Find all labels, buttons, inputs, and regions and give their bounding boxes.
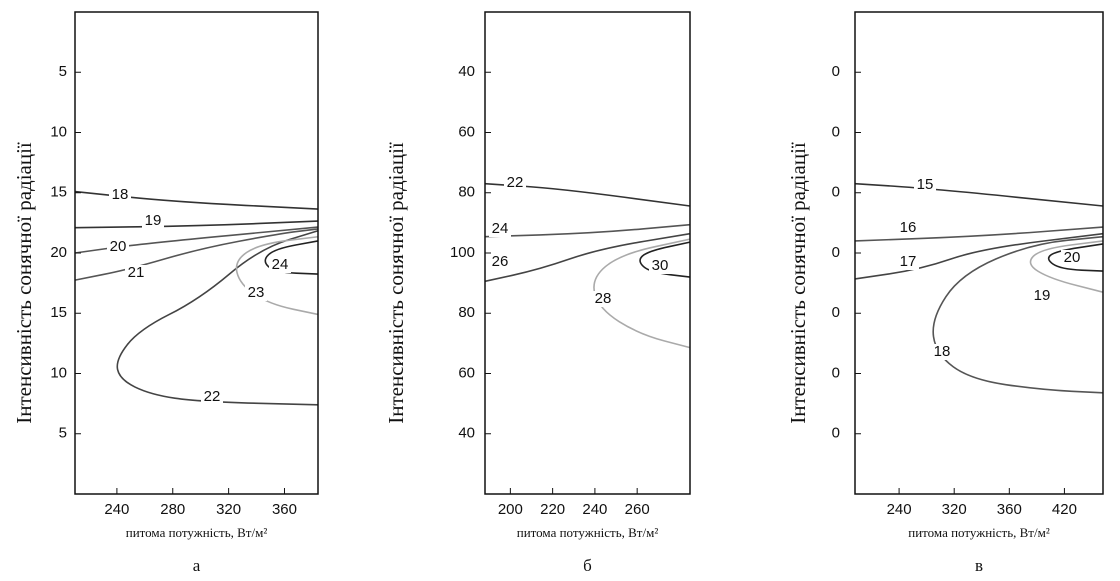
contour-line bbox=[484, 232, 691, 283]
y-tick-label: 0 bbox=[832, 123, 840, 140]
x-tick-label: 360 bbox=[272, 501, 297, 518]
panel-label: б bbox=[583, 556, 592, 575]
contour-line bbox=[1047, 243, 1104, 272]
contour-label: 28 bbox=[595, 290, 612, 307]
contour-label: 24 bbox=[492, 220, 509, 237]
contour-label: 19 bbox=[1034, 287, 1051, 304]
contour-label: 30 bbox=[652, 257, 669, 274]
contour-label: 24 bbox=[272, 256, 289, 273]
contour-label: 26 bbox=[492, 253, 509, 270]
y-tick-label: 0 bbox=[832, 184, 840, 201]
x-tick-label: 260 bbox=[625, 501, 650, 518]
label-bg bbox=[1031, 288, 1053, 304]
y-tick-label: 10 bbox=[50, 123, 67, 140]
x-tick-label: 280 bbox=[160, 501, 185, 518]
label-bg bbox=[504, 175, 526, 191]
x-tick-label: 220 bbox=[540, 501, 565, 518]
x-tick-label: 360 bbox=[997, 501, 1022, 518]
contour-line bbox=[484, 182, 691, 207]
y-axis-title: Інтенсивність сонячної радіації bbox=[786, 142, 810, 424]
y-tick-label: 15 bbox=[50, 184, 67, 201]
label-bg bbox=[489, 221, 511, 237]
y-axis-title: Інтенсивність сонячної радіації bbox=[384, 142, 408, 424]
label-bg bbox=[125, 265, 147, 281]
contour-line bbox=[235, 235, 319, 316]
contour-line bbox=[1029, 240, 1104, 293]
x-axis-title: питома потужність, Вт/м² bbox=[126, 525, 268, 540]
contour-label: 18 bbox=[934, 343, 951, 360]
contour-label: 21 bbox=[128, 264, 145, 281]
x-tick-label: 240 bbox=[104, 501, 129, 518]
y-tick-label: 15 bbox=[50, 304, 67, 321]
contour-label: 22 bbox=[507, 174, 524, 191]
label-bg bbox=[142, 213, 164, 229]
label-bg bbox=[1061, 250, 1083, 266]
panel-label: в bbox=[975, 556, 983, 575]
y-tick-label: 0 bbox=[832, 63, 840, 80]
y-tick-label: 0 bbox=[832, 304, 840, 321]
contour-label: 23 bbox=[248, 284, 265, 301]
contour-label: 20 bbox=[110, 238, 127, 255]
x-axis-title: питома потужність, Вт/м² bbox=[908, 525, 1050, 540]
panel-label: а bbox=[193, 556, 201, 575]
contour-label: 19 bbox=[145, 212, 162, 229]
contour-line bbox=[74, 190, 319, 210]
label-bg bbox=[897, 254, 919, 270]
label-bg bbox=[109, 187, 131, 203]
x-tick-label: 240 bbox=[582, 501, 607, 518]
y-tick-label: 5 bbox=[59, 63, 67, 80]
contour-label: 15 bbox=[917, 176, 934, 193]
y-tick-label: 0 bbox=[832, 425, 840, 442]
contour-line bbox=[116, 229, 319, 406]
y-tick-label: 10 bbox=[50, 364, 67, 381]
y-tick-label: 80 bbox=[458, 304, 475, 321]
y-tick-label: 60 bbox=[458, 364, 475, 381]
contour-label: 16 bbox=[900, 219, 917, 236]
contour-line bbox=[854, 232, 1104, 280]
label-bg bbox=[489, 254, 511, 270]
contour-line bbox=[854, 226, 1104, 242]
x-axis-title: питома потужність, Вт/м² bbox=[517, 525, 659, 540]
y-tick-label: 40 bbox=[458, 63, 475, 80]
x-tick-label: 200 bbox=[498, 501, 523, 518]
label-bg bbox=[269, 257, 291, 273]
y-tick-label: 80 bbox=[458, 184, 475, 201]
label-bg bbox=[201, 389, 223, 405]
y-tick-label: 20 bbox=[50, 244, 67, 261]
y-axis-title: Інтенсивність сонячної радіації bbox=[12, 142, 36, 424]
label-bg bbox=[107, 239, 129, 255]
x-tick-label: 240 bbox=[887, 501, 912, 518]
y-tick-label: 100 bbox=[450, 244, 475, 261]
contour-line bbox=[74, 228, 319, 281]
contour-line bbox=[854, 182, 1104, 207]
x-tick-label: 320 bbox=[942, 501, 967, 518]
contour-label: 18 bbox=[112, 186, 129, 203]
contour-line bbox=[484, 223, 691, 238]
x-tick-label: 320 bbox=[216, 501, 241, 518]
label-bg bbox=[931, 344, 953, 360]
contour-label: 17 bbox=[900, 253, 917, 270]
label-bg bbox=[245, 285, 267, 301]
y-tick-label: 0 bbox=[832, 244, 840, 261]
x-tick-label: 420 bbox=[1052, 501, 1077, 518]
contour-line bbox=[74, 220, 319, 229]
contour-line bbox=[593, 238, 691, 349]
label-bg bbox=[897, 220, 919, 236]
y-tick-label: 5 bbox=[59, 425, 67, 442]
y-tick-label: 40 bbox=[458, 425, 475, 442]
contour-label: 22 bbox=[204, 388, 221, 405]
contour-label: 20 bbox=[1064, 249, 1081, 266]
label-bg bbox=[914, 177, 936, 193]
y-tick-label: 60 bbox=[458, 123, 475, 140]
label-bg bbox=[592, 291, 614, 307]
y-tick-label: 0 bbox=[832, 364, 840, 381]
label-bg bbox=[649, 258, 671, 274]
contour-line bbox=[932, 235, 1104, 394]
